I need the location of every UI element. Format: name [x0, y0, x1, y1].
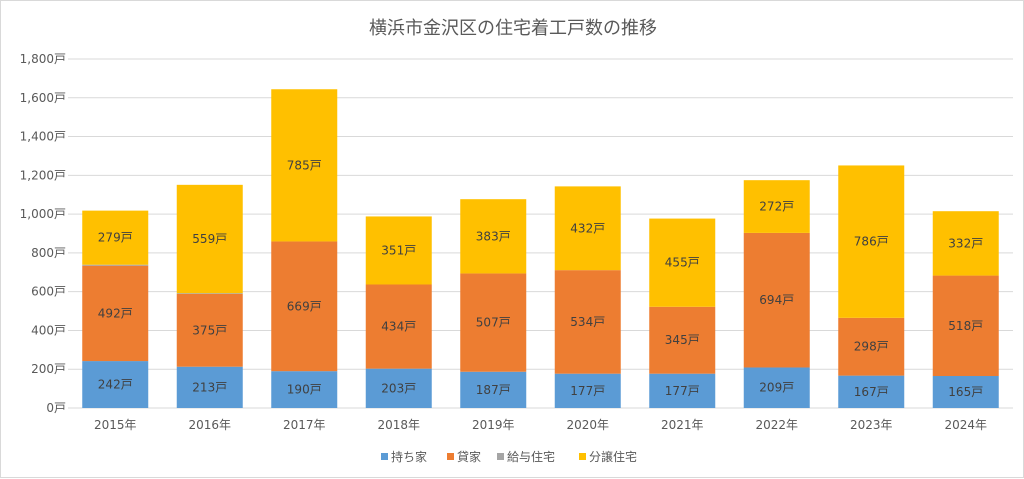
bar-segment: [82, 361, 149, 408]
bar-segment: [82, 265, 149, 362]
y-axis-tick-labels: 0戸 200戸 400戸 600戸 800戸 1,000戸 1,200戸 1,400戸 1,60…: [20, 52, 66, 415]
bar-segment: [554, 186, 621, 271]
legend-swatch: [579, 453, 586, 460]
bar-segment: [554, 373, 621, 408]
legend-label: 貸家: [457, 449, 481, 464]
data-label: 351戸: [381, 243, 416, 257]
data-label: 345戸: [665, 333, 700, 347]
data-label: 375戸: [192, 323, 227, 337]
y-tick-label: 0戸: [46, 401, 66, 415]
bar-segment: [82, 210, 149, 265]
legend-swatch: [497, 453, 504, 460]
data-label: 455戸: [665, 256, 700, 270]
data-label: 507戸: [476, 316, 511, 330]
bar-segment: [649, 373, 716, 408]
x-tick-label: 2022年: [755, 418, 798, 432]
bar-segment: [271, 371, 338, 408]
legend-label: 給与住宅: [507, 449, 555, 464]
bar-segment: [932, 211, 999, 276]
data-label: 272戸: [759, 200, 794, 214]
y-tick-label: 1,800戸: [20, 52, 66, 66]
y-tick-label: 600戸: [31, 285, 66, 299]
legend-label: 持ち家: [391, 449, 427, 464]
data-label: 242戸: [98, 378, 133, 392]
data-label: 694戸: [759, 293, 794, 307]
legend-swatch: [447, 453, 454, 460]
x-tick-label: 2018年: [377, 418, 420, 432]
x-tick-label: 2024年: [944, 418, 987, 432]
bar-segment: [271, 241, 338, 372]
legend-label: 分譲住宅: [589, 449, 637, 464]
bar-segment: [82, 264, 149, 266]
data-label: 786戸: [854, 235, 889, 249]
data-label: 190戸: [287, 383, 322, 397]
bar-segment: [176, 366, 243, 408]
x-tick-label: 2023年: [850, 418, 893, 432]
data-label: 209戸: [759, 381, 794, 395]
data-label: 518戸: [948, 319, 983, 333]
chart-title: 横浜市金沢区の住宅着工戸数の推移: [369, 18, 657, 39]
data-label: 203戸: [381, 381, 416, 395]
data-label: 383戸: [476, 229, 511, 243]
bar-segment: [271, 89, 338, 242]
bar-segment: [176, 184, 243, 294]
bar-segment: [460, 199, 527, 274]
x-tick-label: 2021年: [661, 418, 704, 432]
data-label: 177戸: [570, 384, 605, 398]
x-tick-label: 2019年: [472, 418, 515, 432]
bar-segment: [743, 232, 810, 368]
bar-segment: [176, 293, 243, 367]
x-axis-tick-labels: 2015年 2016年 2017年 2018年 2019年 2020年 2021年 2022年…: [94, 418, 987, 432]
bar-segment: [932, 376, 999, 408]
y-tick-label: 400戸: [31, 323, 66, 337]
bar-segment: [649, 218, 716, 307]
bar-segment: [838, 375, 905, 408]
bar-segment: [932, 275, 999, 377]
data-label: 534戸: [570, 315, 605, 329]
x-tick-label: 2016年: [188, 418, 231, 432]
data-label: 177戸: [665, 384, 700, 398]
data-label: 279戸: [98, 231, 133, 245]
data-label: 669戸: [287, 299, 322, 313]
data-label: 559戸: [192, 232, 227, 246]
y-tick-label: 1,600戸: [20, 91, 66, 105]
bar-segment: [743, 367, 810, 408]
data-label: 332戸: [948, 236, 983, 250]
data-labels: 242戸 492戸 279戸 213戸 375戸 559戸 190戸 669戸 785戸 203戸…: [98, 158, 983, 399]
data-label: 432戸: [570, 221, 605, 235]
y-tick-label: 800戸: [31, 246, 66, 260]
bar-segment: [365, 284, 432, 369]
x-tick-label: 2020年: [566, 418, 609, 432]
bar-segment: [554, 270, 621, 374]
bar-segment: [460, 371, 527, 408]
data-label: 213戸: [192, 380, 227, 394]
bar-segment: [460, 273, 527, 372]
data-label: 298戸: [854, 340, 889, 354]
y-tick-label: 1,000戸: [20, 207, 66, 221]
y-tick-label: 1,200戸: [20, 168, 66, 182]
data-label: 492戸: [98, 306, 133, 320]
bar-segment: [838, 165, 905, 318]
bars: [82, 89, 999, 408]
data-label: 785戸: [287, 158, 322, 172]
x-tick-label: 2017年: [283, 418, 326, 432]
data-label: 434戸: [381, 320, 416, 334]
x-tick-label: 2015年: [94, 418, 137, 432]
data-label: 165戸: [948, 385, 983, 399]
y-tick-label: 1,400戸: [20, 130, 66, 144]
bar-segment: [176, 293, 243, 294]
bar-segment: [365, 216, 432, 285]
legend: 持ち家 貸家 給与住宅 分譲住宅: [381, 449, 637, 464]
data-label: 167戸: [854, 385, 889, 399]
y-tick-label: 200戸: [31, 362, 66, 376]
legend-swatch: [381, 453, 388, 460]
bar-segment: [743, 180, 810, 233]
data-label: 187戸: [476, 383, 511, 397]
bar-segment: [365, 368, 432, 408]
bar-segment: [838, 317, 905, 376]
bar-segment: [649, 306, 716, 374]
